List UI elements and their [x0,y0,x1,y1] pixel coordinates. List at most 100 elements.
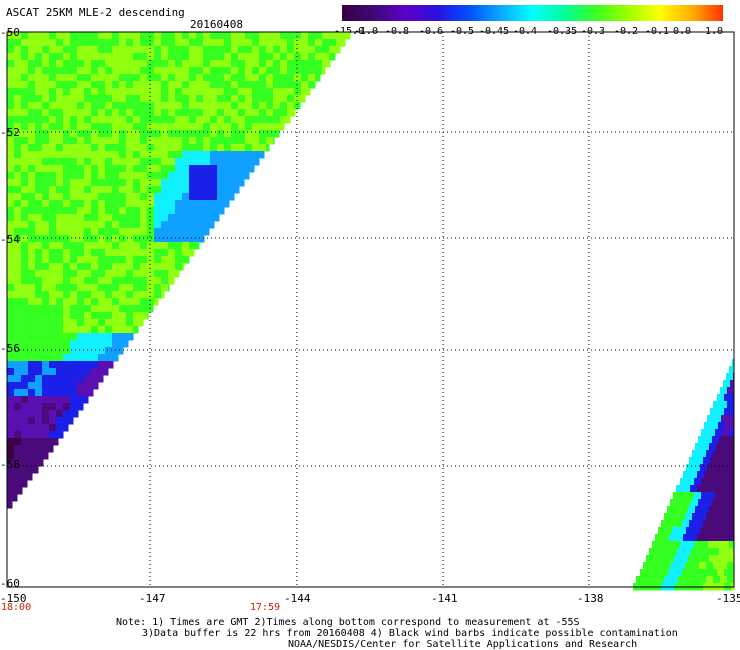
swath-cell [126,172,134,180]
swath-cell [105,361,113,369]
swath-cell [21,186,29,194]
swath-cell [329,32,337,40]
swath-cell [21,270,29,278]
swath-cell [49,333,57,341]
swath-cell [217,102,225,110]
swath-cell [91,74,99,82]
swath-cell [273,60,281,68]
swath-cell [63,242,71,250]
swath-cell [21,298,29,306]
swath-cell [252,88,260,96]
swath-cell [133,179,141,187]
swath-cell [112,326,120,334]
swath-cell [70,60,78,68]
swath-cell [84,256,92,264]
swath-cell [21,466,29,474]
swath-cell [203,137,211,145]
swath-cell [231,95,239,103]
swath-cell [14,396,22,404]
swath-cell [231,53,239,61]
swath-cell [287,32,295,40]
swath-cell [77,186,85,194]
swath-cell [727,513,735,521]
swath-cell [70,46,78,54]
swath-cell [119,207,127,215]
swath-cell [154,144,162,152]
swath-cell [713,450,721,458]
swath-cell [182,207,190,215]
swath-cell [133,291,141,299]
swath-cell [217,123,225,131]
swath-cell [154,151,162,159]
swath-cell [154,249,162,257]
swath-cell [727,387,735,395]
swath-cell [182,235,190,243]
swath-cell [49,417,57,425]
swath-cell [210,88,218,96]
swath-cell [28,123,36,131]
swath-cell [140,270,148,278]
swath-cell [210,53,218,61]
swath-cell [42,291,50,299]
swath-cell [14,186,22,194]
swath-cell [210,81,218,89]
swath-cell [217,109,225,117]
swath-cell [112,242,120,250]
swath-cell [308,60,316,68]
swath-cell [14,74,22,82]
swath-cell [301,74,309,82]
swath-cell [133,200,141,208]
swath-cell [28,221,36,229]
swath-cell [28,368,36,376]
swath-cell [77,179,85,187]
swath-cell [203,67,211,75]
swath-cell [119,46,127,54]
swath-cell [7,32,15,40]
swath-cell [731,394,735,402]
swath-cell [35,109,43,117]
swath-cell [726,373,734,381]
swath-cell [91,333,99,341]
swath-cell [91,186,99,194]
swath-cell [667,555,675,563]
swath-cell [168,200,176,208]
swath-cell [708,429,716,437]
swath-cell [28,424,36,432]
swath-cell [49,228,57,236]
swath-cell [7,361,15,369]
swath-cell [63,340,71,348]
swath-cell [196,60,204,68]
swath-cell [63,46,71,54]
swath-cell [91,60,99,68]
swath-cell [161,95,169,103]
swath-cell [182,228,190,236]
swath-cell [252,74,260,82]
swath-cell [147,256,155,264]
swath-cell [28,179,36,187]
swath-cell [42,263,50,271]
swath-cell [84,88,92,96]
swath-cell [161,214,169,222]
swath-cell [21,445,29,453]
swath-cell [28,438,36,446]
swath-cell [720,450,728,458]
swath-cell [105,277,113,285]
swath-cell [35,186,43,194]
swath-cell [133,228,141,236]
swath-cell [112,354,119,362]
swath-cell [189,88,197,96]
swath-cell [322,67,326,75]
swath-cell [252,151,260,159]
swath-cell [168,235,176,243]
swath-cell [112,95,120,103]
swath-cell [719,548,727,556]
swath-cell [709,555,717,563]
swath-cell [652,541,660,549]
swath-cell [168,53,176,61]
swath-cell [704,471,712,479]
swath-cell [126,326,134,334]
swath-cell [711,422,719,430]
swath-cell [126,165,134,173]
swath-cell [133,235,141,243]
swath-cell [119,249,127,257]
